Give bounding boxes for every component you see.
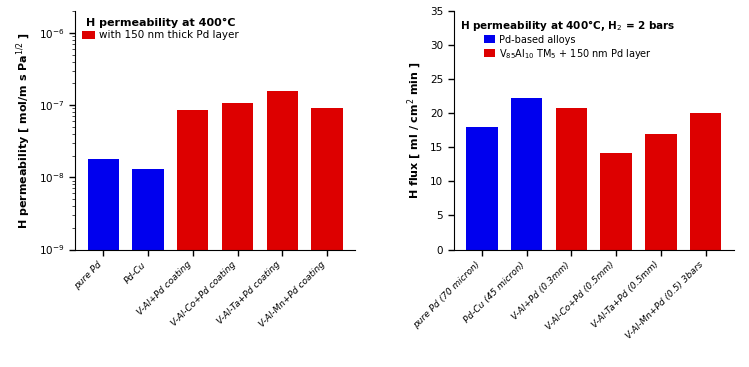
Bar bbox=[133, 169, 164, 367]
Y-axis label: H flux [ ml / cm$^2$ min ]: H flux [ ml / cm$^2$ min ] bbox=[406, 61, 425, 199]
Bar bbox=[601, 153, 632, 250]
Bar bbox=[267, 91, 298, 367]
Bar bbox=[312, 108, 342, 367]
Bar bbox=[467, 127, 497, 250]
Bar bbox=[645, 134, 676, 250]
Bar bbox=[222, 103, 253, 367]
Bar bbox=[511, 98, 542, 250]
Legend: Pd-based alloys, V$_{85}$Al$_{10}$ TM$_5$ + 150 nm Pd layer: Pd-based alloys, V$_{85}$Al$_{10}$ TM$_5… bbox=[458, 16, 678, 63]
Legend: with 150 nm thick Pd layer: with 150 nm thick Pd layer bbox=[80, 16, 240, 43]
Bar bbox=[556, 109, 587, 250]
Y-axis label: H permeability [ mol/m s Pa$^{1/2}$ ]: H permeability [ mol/m s Pa$^{1/2}$ ] bbox=[15, 32, 34, 229]
Bar bbox=[690, 113, 721, 250]
Bar bbox=[177, 110, 208, 367]
Bar bbox=[88, 159, 119, 367]
